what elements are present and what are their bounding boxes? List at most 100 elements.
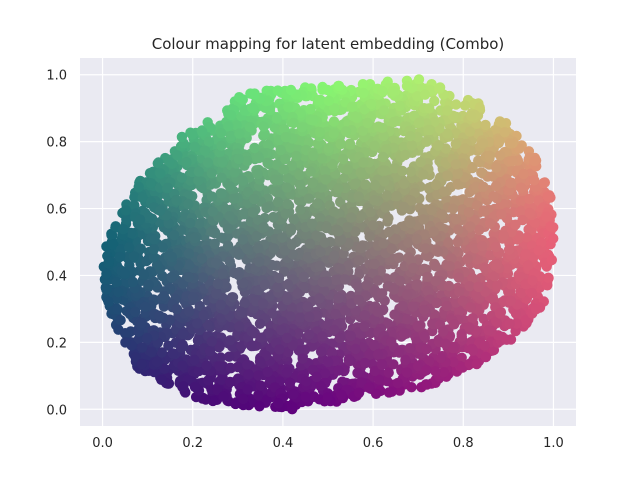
scatter-point (301, 229, 312, 241)
scatter-point (214, 361, 225, 372)
scatter-point (234, 321, 245, 332)
scatter-point (158, 290, 170, 302)
scatter-point (419, 229, 430, 240)
scatter-point (516, 287, 527, 299)
scatter-point (353, 281, 364, 292)
scatter-point (394, 100, 405, 112)
scatter-point (435, 352, 446, 364)
scatter-point (203, 136, 215, 147)
scatter-point (383, 213, 394, 224)
scatter-point (183, 248, 195, 259)
scatter-point (264, 291, 275, 302)
scatter-point (241, 243, 253, 255)
scatter-point (415, 156, 426, 168)
scatter-point (421, 344, 432, 355)
scatter-point (358, 87, 369, 99)
scatter-point (504, 318, 515, 329)
scatter-point (380, 202, 391, 213)
scatter-point (149, 234, 160, 245)
scatter-point (223, 121, 234, 132)
scatter-point (155, 168, 166, 179)
scatter-point (134, 214, 146, 225)
scatter-point (211, 288, 222, 300)
scatter-point (334, 332, 346, 344)
scatter-point (230, 398, 241, 410)
scatter-point (328, 128, 339, 139)
scatter-point (201, 360, 212, 371)
scatter-point (404, 343, 416, 354)
scatter-point (350, 178, 361, 189)
scatter-point (277, 232, 288, 243)
scatter-point (343, 237, 354, 249)
scatter-point (242, 359, 253, 370)
scatter-point (259, 279, 271, 290)
scatter-point (133, 181, 144, 193)
scatter-point (476, 167, 487, 178)
scatter-point (176, 131, 188, 143)
scatter-point (192, 318, 203, 329)
scatter-point (378, 130, 389, 142)
scatter-point (262, 366, 273, 378)
scatter-point (353, 294, 364, 305)
scatter-point (432, 246, 444, 257)
scatter-point (129, 200, 140, 211)
scatter-point (386, 336, 397, 347)
scatter-point (350, 226, 361, 237)
scatter-point (353, 255, 365, 266)
scatter-point (130, 352, 141, 363)
scatter-point (444, 261, 455, 272)
scatter-point (523, 224, 534, 235)
scatter-point (282, 198, 293, 210)
scatter-point (216, 312, 227, 323)
scatter-point (529, 175, 540, 186)
scatter-point (422, 271, 433, 282)
scatter-point (467, 162, 478, 174)
scatter-point (262, 157, 273, 169)
scatter-point (333, 80, 345, 92)
scatter-point (484, 218, 496, 229)
scatter-point (337, 153, 349, 165)
scatter-point (381, 190, 393, 201)
scatter-point (237, 175, 248, 186)
scatter-point (398, 328, 410, 339)
scatter-point (286, 239, 298, 250)
scatter-point (217, 156, 228, 167)
scatter-point (383, 367, 394, 378)
scatter-point (225, 109, 237, 121)
scatter-point (344, 138, 356, 149)
scatter-point (178, 381, 189, 392)
scatter-point (364, 349, 375, 360)
scatter-point (431, 297, 442, 309)
scatter-point (224, 256, 235, 267)
scatter-point (238, 393, 249, 405)
scatter-point (279, 245, 291, 256)
scatter-point (403, 237, 414, 248)
scatter-point (407, 301, 419, 312)
scatter-point (419, 89, 431, 100)
scatter-point (495, 150, 506, 161)
scatter-point (423, 124, 434, 136)
scatter-point (308, 150, 319, 161)
scatter-point (103, 296, 114, 308)
scatter-point (298, 271, 309, 283)
scatter-point (315, 380, 326, 392)
scatter-point (467, 345, 479, 356)
scatter-point (387, 86, 399, 97)
scatter-point (316, 153, 328, 164)
scatter-point (218, 391, 229, 402)
scatter-point (255, 380, 266, 391)
scatter-point (490, 180, 502, 192)
scatter-point (498, 230, 509, 241)
scatter-point (303, 193, 315, 204)
scatter-point (442, 105, 453, 116)
scatter-point (285, 311, 296, 322)
scatter-point (198, 309, 209, 321)
scatter-point (322, 84, 333, 96)
scatter-point (392, 377, 403, 389)
scatter-point (412, 320, 423, 332)
scatter-point (246, 340, 257, 352)
scatter-point (151, 356, 163, 368)
scatter-point (261, 395, 272, 406)
scatter-point (538, 177, 549, 189)
scatter-point (136, 342, 148, 353)
